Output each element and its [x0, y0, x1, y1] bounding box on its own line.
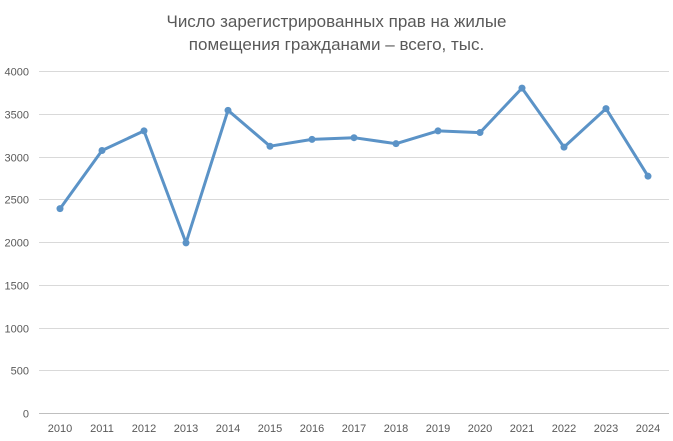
x-tick-label: 2017 [342, 423, 366, 435]
x-tick-label: 2013 [174, 423, 198, 435]
data-point-2015 [266, 142, 274, 150]
x-tick-label: 2016 [300, 423, 324, 435]
gridlines [39, 71, 669, 371]
data-point-2018 [392, 140, 400, 148]
x-tick-label: 2024 [636, 423, 660, 435]
y-tick-label: 3000 [5, 153, 29, 165]
data-point-2021 [518, 84, 526, 92]
data-point-2019 [434, 127, 442, 135]
data-point-2013 [182, 239, 190, 247]
x-tick-label: 2012 [132, 423, 156, 435]
series-line-0 [58, 86, 650, 245]
y-tick-label: 500 [11, 366, 29, 378]
x-tick-label: 2010 [48, 423, 72, 435]
y-tick-label: 2500 [5, 195, 29, 207]
y-tick-label: 4000 [5, 67, 29, 79]
x-tick-label: 2014 [216, 423, 240, 435]
x-tick-label: 2019 [426, 423, 450, 435]
x-tick-labels: 2010 2011 2012 2013 2014 2015 2016 2017 2018 2019… [48, 423, 660, 435]
x-tick-label: 2018 [384, 423, 408, 435]
chart-title-line-1: Число зарегистрированных прав на жилые [166, 12, 507, 31]
x-tick-label: 2011 [90, 423, 114, 435]
y-tick-labels: 0 500 1000 1500 2000 2500 3000 3500 4000 [5, 67, 29, 421]
data-point-2022 [560, 143, 568, 151]
x-tick-label: 2023 [594, 423, 618, 435]
y-tick-label: 1000 [5, 324, 29, 336]
data-point-2012 [140, 127, 148, 135]
y-tick-label: 2000 [5, 238, 29, 250]
x-tick-label: 2020 [468, 423, 492, 435]
data-point-2016 [308, 135, 316, 143]
y-tick-label: 3500 [5, 110, 29, 122]
data-point-2010 [56, 205, 64, 213]
series [56, 84, 652, 247]
data-point-2020 [476, 129, 484, 137]
chart-title-line-2: помещения гражданами – всего, тыс. [188, 35, 485, 54]
y-tick-label: 0 [23, 409, 29, 421]
x-tick-label: 2021 [510, 423, 534, 435]
data-point-2017 [350, 134, 358, 142]
data-point-2024 [644, 172, 652, 180]
x-tick-label: 2015 [258, 423, 282, 435]
y-tick-label: 1500 [5, 281, 29, 293]
chart-title: Число зарегистрированных прав на жилые п… [0, 10, 673, 56]
x-tick-label: 2022 [552, 423, 576, 435]
data-point-2011 [98, 147, 106, 155]
data-point-2014 [224, 106, 232, 114]
data-point-2023 [602, 105, 610, 113]
